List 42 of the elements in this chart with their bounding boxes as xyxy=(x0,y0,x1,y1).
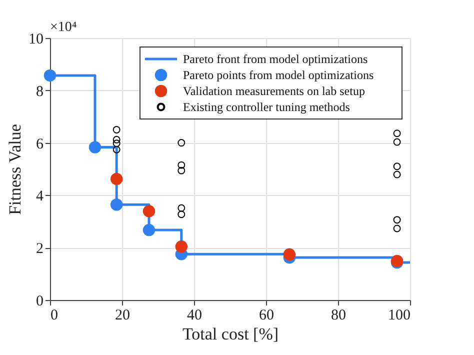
point xyxy=(178,139,186,147)
legend-label: Pareto front from model optimizations xyxy=(183,52,368,66)
point xyxy=(178,210,186,218)
point xyxy=(175,240,188,253)
text: ×10⁴ xyxy=(50,20,77,35)
point xyxy=(393,130,401,138)
legend-label: Pareto points from model optimizations xyxy=(183,68,374,82)
y-tick-label: 8 xyxy=(36,84,44,100)
point xyxy=(393,138,401,146)
point xyxy=(112,140,120,148)
y-tick-label: 2 xyxy=(36,241,44,258)
point xyxy=(112,146,120,154)
point xyxy=(393,170,401,178)
point xyxy=(393,224,401,232)
x-tick-label: 0 xyxy=(50,308,58,324)
point xyxy=(178,204,186,212)
point xyxy=(142,205,156,218)
point xyxy=(110,198,123,211)
y-tick-label: 6 xyxy=(36,136,44,152)
point xyxy=(142,224,156,236)
y-tick-label: 4 xyxy=(36,188,44,205)
x-tick-label: 60 xyxy=(259,308,274,324)
point xyxy=(283,248,296,261)
x-axis-title: Total cost [%] xyxy=(182,324,279,344)
point xyxy=(88,141,102,154)
x-tick-label: 40 xyxy=(187,308,202,324)
point xyxy=(112,126,120,134)
x-tick-label: 80 xyxy=(331,308,346,324)
point xyxy=(112,136,120,144)
x-tick-label: 20 xyxy=(115,308,130,324)
point xyxy=(110,172,123,186)
point xyxy=(393,216,401,224)
point xyxy=(44,69,56,82)
point xyxy=(393,162,401,170)
y-tick-label: 10 xyxy=(28,32,44,48)
point xyxy=(178,166,186,174)
y-tick-label: 0 xyxy=(36,294,44,310)
point xyxy=(178,161,186,169)
x-tick-label: 100 xyxy=(388,308,410,324)
y-axis-title: Fitness Value xyxy=(6,124,24,215)
legend-label: Existing controller tuning methods xyxy=(183,100,350,114)
legend-label: Validation measurements on lab setup xyxy=(183,84,365,98)
